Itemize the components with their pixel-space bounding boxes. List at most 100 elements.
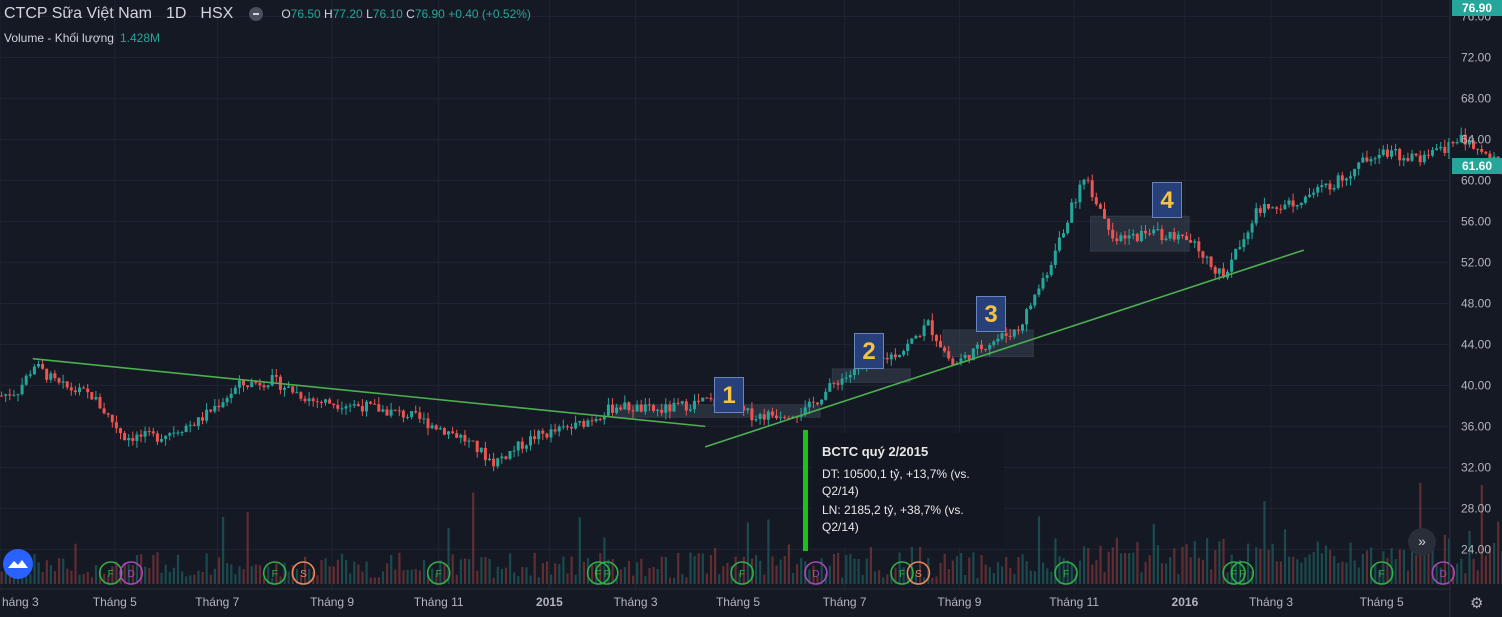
- volume-bar: [287, 571, 290, 584]
- candle-body: [1316, 187, 1320, 193]
- candle-body: [574, 422, 578, 429]
- volume-legend[interactable]: Volume - Khối lượng 1.428M: [4, 31, 160, 45]
- candle-body: [348, 405, 352, 407]
- zone-box-2: [831, 368, 911, 383]
- candle-body: [37, 363, 40, 367]
- volume-bar: [1021, 554, 1024, 584]
- volume-bar: [1382, 551, 1385, 584]
- event-marker-s: [906, 561, 931, 585]
- candle-body: [1459, 134, 1463, 143]
- candle-body: [307, 398, 311, 402]
- candle-body: [229, 393, 233, 399]
- volume-bar: [636, 562, 639, 584]
- earnings-tooltip: BCTC quý 2/2015 DT: 10500,1 tỷ, +13,7% (…: [812, 433, 1004, 547]
- candle-body: [69, 387, 73, 391]
- zone-box-4: [1090, 215, 1190, 252]
- candle-body: [668, 404, 672, 412]
- candle-body: [606, 404, 610, 416]
- volume-bar: [1361, 553, 1364, 584]
- volume-bar: [1152, 523, 1155, 584]
- candle-body: [1033, 294, 1037, 306]
- volume-bar: [853, 558, 856, 584]
- volume-bar: [1132, 552, 1135, 584]
- symbol-name[interactable]: CTCP Sữa Việt Nam: [4, 5, 152, 22]
- candle-body: [836, 383, 840, 385]
- volume-bar: [242, 569, 245, 584]
- candle-body: [324, 399, 327, 403]
- candle-body: [1086, 179, 1090, 181]
- candle-body: [758, 414, 762, 420]
- high-value: 77.20: [332, 7, 363, 21]
- price-axis[interactable]: 76.0072.0068.0064.0060.0056.0052.0048.00…: [1449, 0, 1491, 617]
- timeframe-label[interactable]: 1D: [165, 5, 187, 22]
- volume-bar: [197, 570, 200, 584]
- candle-body: [602, 415, 606, 420]
- volume-bar: [238, 566, 241, 584]
- candle-body: [61, 381, 65, 383]
- candle-body: [344, 406, 348, 409]
- candle-body: [492, 458, 496, 467]
- candle-body: [475, 440, 479, 453]
- volume-bar: [476, 570, 479, 584]
- volume-bar: [914, 572, 918, 584]
- event-marker-label: F: [739, 569, 745, 580]
- volume-bar: [459, 559, 462, 584]
- candle-body: [504, 456, 508, 459]
- candle-body: [803, 407, 807, 415]
- candle-body: [328, 399, 332, 404]
- candle-body: [885, 357, 889, 360]
- candle-body: [389, 409, 393, 416]
- tooltip-title: BCTC quý 2/2015: [822, 444, 929, 459]
- volume-bar: [1357, 567, 1360, 584]
- double-chevron-right-icon[interactable]: »: [1408, 528, 1436, 556]
- time-axis[interactable]: háng 3 Tháng 5 Tháng 7 Tháng 9 Tháng 11 2015 T…: [0, 588, 1450, 609]
- uptrend-line: [704, 249, 1305, 448]
- candle-body: [893, 354, 897, 358]
- candle-body: [1004, 333, 1008, 336]
- volume-bar: [361, 571, 364, 584]
- candle-body: [992, 341, 996, 346]
- candle-body: [553, 429, 557, 432]
- volume-bar: [1070, 562, 1073, 584]
- volume-bar: [1443, 534, 1446, 584]
- volume-bar: [230, 564, 233, 584]
- candle-body: [1402, 158, 1406, 161]
- volume-bar: [976, 577, 979, 584]
- volume-bar: [1431, 548, 1434, 584]
- volume-bar: [742, 556, 745, 584]
- candle-body: [1369, 159, 1373, 162]
- candle-body: [479, 447, 483, 453]
- volume-bar: [1279, 561, 1282, 584]
- candle-body: [1148, 233, 1152, 235]
- candle-body: [1254, 208, 1258, 224]
- gear-icon[interactable]: ⚙: [1470, 595, 1484, 612]
- candle-body: [615, 407, 619, 413]
- volume-bar: [623, 567, 626, 584]
- volume-bar: [70, 570, 73, 584]
- logo-icon[interactable]: [3, 549, 33, 579]
- volume-bar: [152, 555, 155, 584]
- candle-body: [500, 456, 504, 459]
- candle-body: [496, 458, 500, 467]
- volume-bar: [1197, 557, 1200, 584]
- candle-body: [1062, 233, 1065, 238]
- candle-body: [684, 401, 688, 411]
- volume-bar: [1439, 567, 1442, 584]
- volume-bar: [656, 568, 659, 584]
- volume-bar: [410, 569, 413, 584]
- time-tick-label: 2015: [536, 595, 563, 609]
- collapse-icon[interactable]: [249, 7, 264, 21]
- candle-body: [369, 401, 373, 404]
- event-marker-f: [594, 561, 619, 585]
- volume-bar: [1025, 561, 1028, 584]
- candle-body: [1324, 183, 1328, 186]
- candle-body: [196, 417, 200, 426]
- event-marker-label: F: [899, 569, 905, 580]
- volume-bar: [422, 560, 426, 584]
- candle-body: [365, 401, 368, 412]
- candle-body: [1287, 200, 1291, 205]
- volume-bar: [222, 516, 225, 584]
- candle-body: [1234, 248, 1238, 260]
